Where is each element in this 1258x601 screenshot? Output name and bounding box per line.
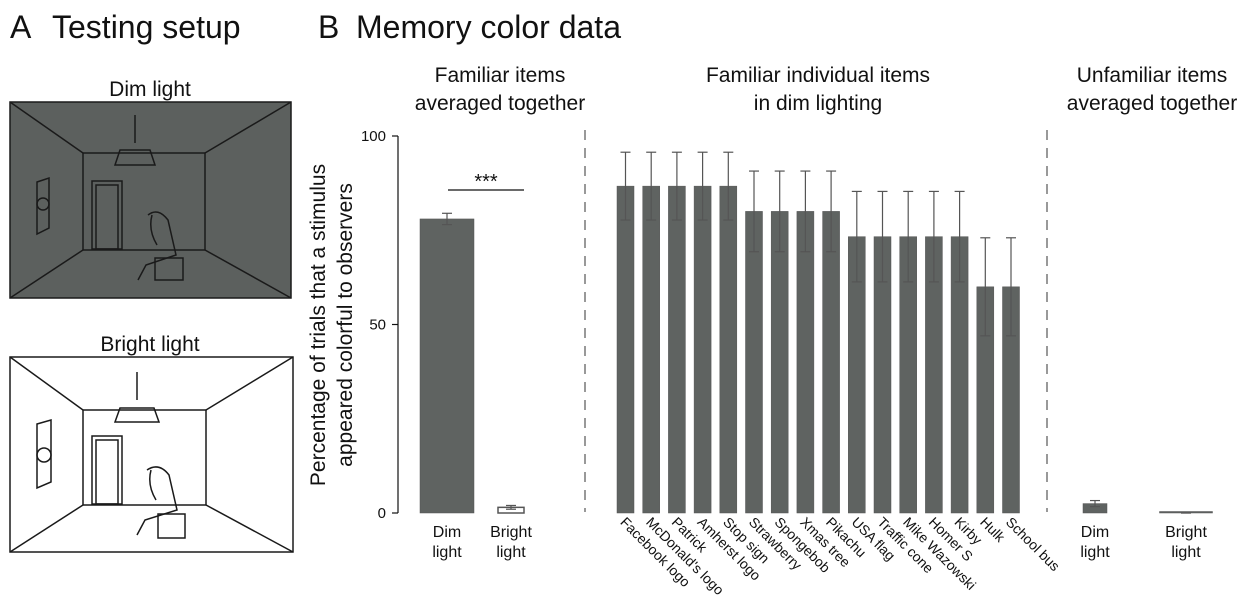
chart-title: averaged together (1067, 92, 1237, 115)
bar (720, 186, 737, 513)
bar (617, 186, 634, 513)
chart-title: Familiar items (435, 64, 566, 87)
bar (643, 186, 660, 513)
chart-title: Unfamiliar items (1077, 64, 1228, 87)
panel-title: Memory color data (356, 9, 621, 45)
significance-label: *** (474, 171, 498, 193)
x-tick-label: Hulk (977, 514, 1009, 546)
dim-room (10, 102, 291, 298)
y-axis-label: appeared colorful to observers (334, 183, 357, 467)
bar (420, 219, 474, 513)
panel-title: Testing setup (52, 9, 241, 45)
panel-letter: B (318, 9, 339, 45)
room-label: Bright light (100, 333, 199, 356)
panel-letter: A (10, 9, 32, 45)
bar (694, 186, 711, 513)
y-tick-label: 100 (361, 128, 386, 145)
bar (771, 211, 788, 513)
figure: A Testing setup B Memory color data Dim … (0, 0, 1258, 601)
chart-title: averaged together (415, 92, 585, 115)
y-tick-label: 50 (369, 317, 386, 334)
x-tick-label: School bus (1003, 514, 1063, 574)
bar (668, 186, 685, 513)
y-axis-label: Percentage of trials that a stimulus (307, 164, 330, 486)
y-tick-label: 0 (378, 505, 386, 522)
bar (746, 211, 763, 513)
bright-room (10, 357, 293, 552)
chart-title: in dim lighting (754, 92, 882, 115)
room-label: Dim light (109, 78, 191, 101)
chart-title: Familiar individual items (706, 64, 930, 87)
bar (797, 211, 814, 513)
bar (823, 211, 840, 513)
